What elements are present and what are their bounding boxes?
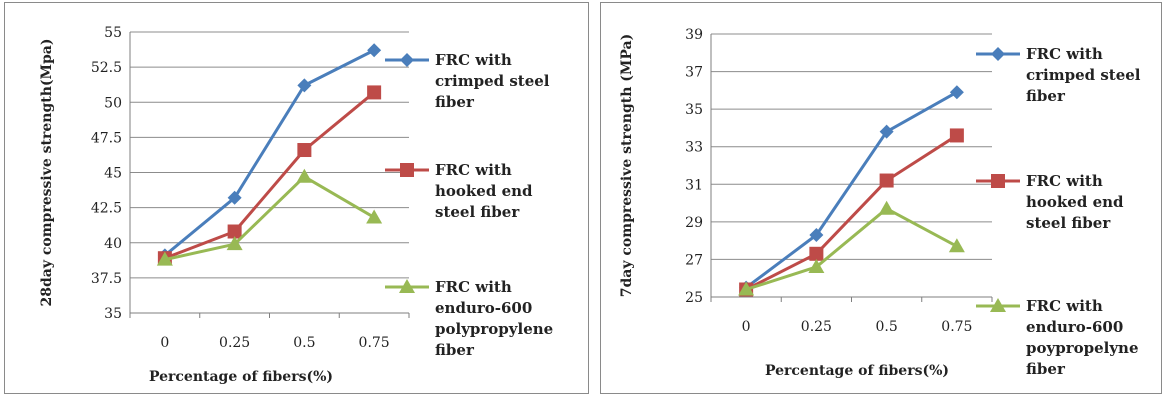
chart-7day-x-tick-label: 0.25	[801, 319, 832, 335]
chart-28day-legend-marker-3	[399, 279, 415, 293]
chart-28day-y-tick-label: 37.5	[91, 271, 122, 287]
chart-28day-y-tick-label: 45	[104, 166, 122, 182]
chart-28day-x-tick-label: 0.5	[293, 335, 315, 351]
chart-28day-y-tick-label: 55	[104, 25, 122, 41]
chart-7day-legend-label-3: FRC with	[1026, 297, 1103, 315]
chart-28day-y-tick-label: 52.5	[91, 60, 122, 76]
chart-28day-x-tick-label: 0	[160, 335, 169, 351]
chart-7day-legend-marker-2	[991, 174, 1005, 188]
chart-7day-series-3-point	[878, 200, 895, 215]
chart-7day-series-2-point	[809, 246, 824, 261]
chart-7day-legend-label-2: FRC with	[1026, 172, 1103, 190]
chart-28day-series-3-point	[296, 168, 313, 183]
chart-7day-y-axis-label: 7day compressive strength (MPa)	[619, 34, 635, 297]
chart-7day-legend-label-1: fiber	[1026, 87, 1066, 105]
chart-28day-series-3-point	[226, 236, 243, 251]
chart-28day-y-tick-label: 42.5	[91, 201, 122, 217]
chart-28day-svg: 35 37.5 40 42.5 45 47.5 50 52.5 55 0 0.25 0.5 0.75 Pe…	[39, 25, 553, 385]
chart-7day-y-tick-label: 27	[685, 252, 703, 268]
chart-28day-y-tick-label: 35	[104, 306, 122, 322]
chart-panel-28day: 35 37.5 40 42.5 45 47.5 50 52.5 55 0 0.25 0.5 0.75 Pe…	[4, 2, 589, 394]
chart-7day-series-line-1	[745, 90, 958, 289]
chart-7day-y-tick-label: 31	[685, 177, 703, 193]
chart-28day-x-tick-label: 0.25	[219, 335, 250, 351]
chart-28day-series-2-point	[227, 224, 242, 239]
chart-28day-series-1-point	[227, 190, 242, 205]
chart-7day-series-line-3	[745, 207, 958, 291]
chart-28day-legend-label-2: steel fiber	[435, 203, 520, 221]
chart-7day-y-tick-label: 35	[685, 102, 703, 118]
chart-7day-y-tick-label: 29	[685, 215, 703, 231]
chart-28day-legend-label-3: enduro-600	[435, 299, 532, 317]
chart-28day-legend-label-3: FRC with	[435, 278, 512, 296]
chart-7day-legend-label-3: fiber	[1026, 360, 1066, 378]
chart-28day-legend-label-1: FRC with	[435, 51, 512, 69]
chart-28day-legend-label-2: FRC with	[435, 161, 512, 179]
chart-7day-legend-label-3: enduro-600	[1026, 318, 1123, 336]
chart-7day-series-3-point	[948, 238, 965, 253]
chart-7day-legend-label-2: hooked end	[1026, 193, 1124, 211]
chart-28day-y-axis-label: 28day compressive strength(Mpa)	[39, 39, 55, 307]
chart-7day-legend-label-2: steel fiber	[1026, 214, 1111, 232]
chart-7day-x-tick-label: 0	[742, 319, 751, 335]
chart-28day-series-2-point	[367, 85, 382, 100]
chart-7day-legend-marker-1	[991, 47, 1005, 61]
chart-28day-series-line-1	[163, 48, 375, 257]
chart-7day-series-1-point	[809, 228, 824, 243]
chart-28day-y-tick-label: 40	[104, 236, 122, 252]
chart-7day-x-axis-label: Percentage of fibers(%)	[765, 363, 949, 379]
chart-28day-series-3-point	[156, 251, 173, 266]
chart-7day-y-tick-label: 39	[685, 27, 703, 43]
chart-28day-legend-label-1: crimped steel	[435, 72, 550, 90]
chart-7day-svg: 25 27 29 31 33 35 37 39 0 0.25 0.5 0.75 Percentage o…	[619, 27, 1141, 379]
chart-28day-x-axis-label: Percentage of fibers(%)	[149, 369, 333, 385]
chart-28day-series-1-point	[297, 78, 312, 93]
chart-28day-legend-label-3: polypropylene	[435, 320, 553, 338]
chart-28day-series-line-3	[164, 175, 375, 262]
chart-7day-x-tick-label: 0.75	[941, 319, 972, 335]
chart-28day-legend-label-1: fiber	[435, 93, 475, 111]
chart-28day-x-tick-label: 0.75	[359, 335, 390, 351]
chart-28day-series-3-point	[366, 209, 383, 224]
chart-7day-legend-label-3: poypropelyne	[1026, 339, 1139, 357]
chart-7day-series-3-point	[738, 281, 755, 296]
chart-28day-y-tick-label: 50	[104, 95, 122, 111]
chart-28day-series-1-point	[367, 43, 382, 58]
chart-28day-series-line-2	[164, 91, 376, 260]
chart-28day-legend-marker-2	[400, 163, 414, 177]
chart-7day-y-tick-label: 25	[685, 290, 703, 306]
chart-7day-series-1-point	[879, 124, 894, 139]
chart-7day-series-3-point	[808, 258, 825, 273]
chart-7day-y-tick-label: 37	[685, 65, 703, 81]
chart-7day-series-1-point	[949, 85, 964, 100]
chart-7day-series-2-point	[879, 173, 894, 188]
chart-7day-series-line-2	[745, 134, 958, 291]
chart-7day-legend-marker-3	[990, 298, 1006, 312]
chart-28day-legend-marker-1	[400, 53, 414, 67]
chart-7day-series-2-point	[949, 128, 964, 143]
chart-28day-legend-label-3: fiber	[435, 341, 475, 359]
chart-28day-legend-label-2: hooked end	[435, 182, 533, 200]
chart-panel-7day: 25 27 29 31 33 35 37 39 0 0.25 0.5 0.75 Percentage o…	[600, 2, 1162, 394]
chart-7day-y-tick-label: 33	[685, 140, 703, 156]
chart-7day-legend-label-1: crimped steel	[1026, 66, 1141, 84]
chart-28day-y-tick-label: 47.5	[91, 130, 122, 146]
chart-28day-series-2-point	[297, 143, 312, 158]
chart-7day-x-tick-label: 0.5	[875, 319, 897, 335]
chart-7day-legend-label-1: FRC with	[1026, 45, 1103, 63]
